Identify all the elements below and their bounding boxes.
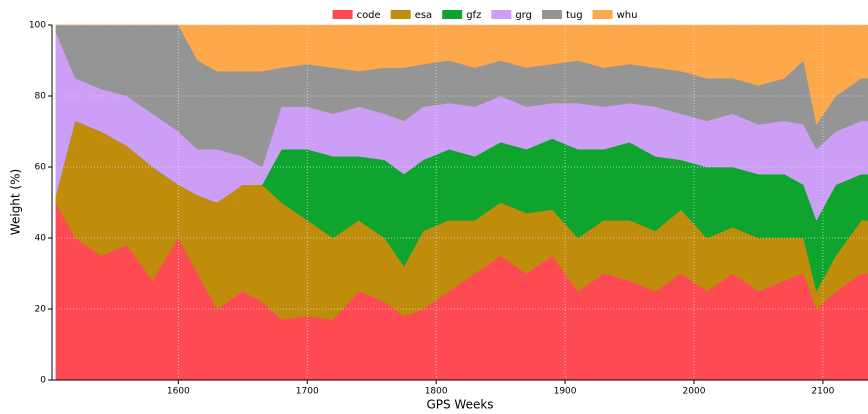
x-tick-label: 2000 [683, 387, 706, 397]
x-tick-label: 2100 [811, 387, 834, 397]
legend-swatch [592, 10, 613, 19]
x-tick-label: 1900 [554, 387, 577, 397]
y-tick-label: 60 [35, 163, 47, 173]
y-tick-label: 80 [35, 92, 47, 102]
x-tick-label: 1700 [296, 387, 319, 397]
legend-label: code [357, 10, 381, 21]
y-axis-title: Weight (%) [9, 169, 23, 235]
y-tick-label: 0 [40, 376, 46, 386]
legend-swatch [442, 10, 463, 19]
legend-label: tug [566, 10, 583, 21]
x-tick-label: 1600 [167, 387, 190, 397]
y-tick-label: 100 [29, 21, 46, 31]
x-tick-label: 1800 [425, 387, 448, 397]
y-tick-label: 20 [35, 305, 47, 315]
legend-swatch [332, 10, 353, 19]
legend-swatch [541, 10, 562, 19]
legend-label: grg [515, 10, 532, 21]
legend-label: whu [617, 10, 638, 21]
y-tick-label: 40 [35, 234, 47, 244]
legend-label: esa [415, 10, 433, 21]
legend: code esa gfz grg tug whu [332, 10, 638, 21]
legend-swatch [390, 10, 411, 19]
legend-label: gfz [466, 10, 481, 21]
x-axis-title: GPS Weeks [426, 398, 493, 412]
legend-swatch [491, 10, 512, 19]
